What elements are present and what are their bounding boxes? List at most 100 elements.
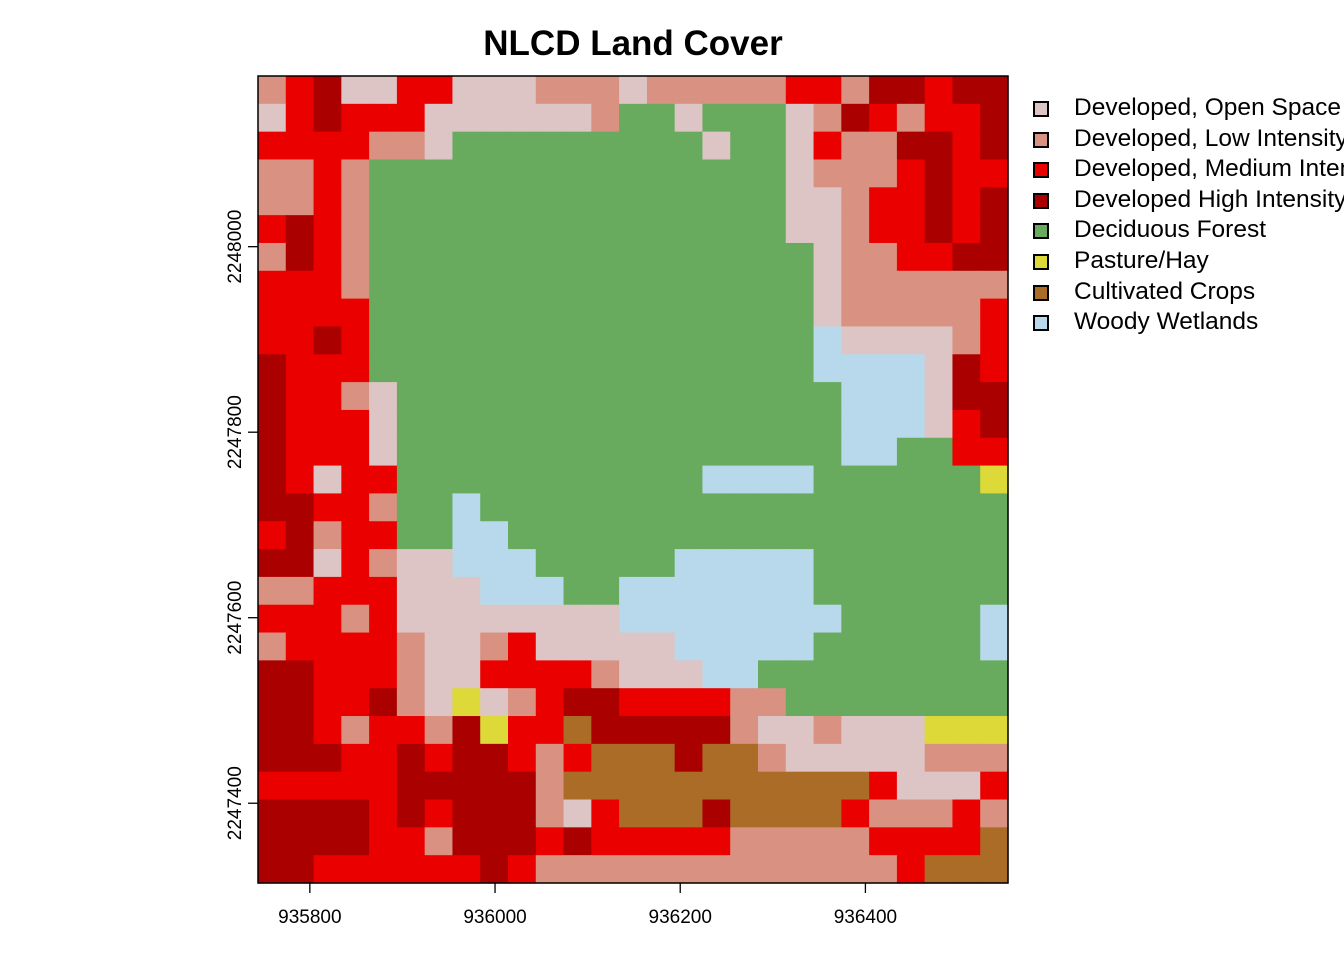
raster-cell [424, 270, 454, 300]
raster-cell [730, 465, 759, 495]
raster-cell [785, 242, 815, 272]
raster-cell [869, 465, 898, 495]
raster-cell [619, 855, 648, 884]
raster-cell [369, 159, 398, 188]
raster-cell [591, 215, 620, 244]
legend-label: Pasture/Hay [1074, 247, 1209, 274]
raster-cell [341, 103, 370, 133]
raster-cell [896, 855, 926, 884]
raster-cell [480, 604, 509, 634]
raster-cell [924, 493, 954, 522]
raster-cell [869, 159, 898, 188]
raster-cell [369, 326, 398, 355]
raster-cell [591, 771, 620, 801]
raster-cell [508, 382, 537, 411]
legend-swatch [1033, 131, 1049, 148]
legend-swatch [1033, 192, 1049, 209]
raster-cell [646, 493, 676, 522]
raster-cell [952, 437, 981, 467]
raster-cell [452, 215, 481, 244]
raster-cell [508, 187, 537, 216]
raster-cell [646, 799, 676, 828]
raster-cell [896, 465, 926, 495]
raster-cell [869, 688, 898, 717]
raster-cell [702, 799, 731, 828]
raster-cell [396, 382, 426, 411]
raster-cell [396, 270, 426, 300]
raster-cell [646, 76, 676, 105]
raster-cell [480, 382, 509, 411]
raster-cell [285, 465, 315, 495]
raster-cell [924, 159, 954, 188]
raster-cell [452, 493, 481, 522]
raster-cell [396, 771, 426, 801]
raster-cell [369, 131, 398, 161]
raster-cell [424, 660, 454, 689]
raster-cell [841, 716, 870, 745]
raster-cell [313, 688, 342, 717]
raster-cell [313, 743, 342, 773]
raster-cell [785, 827, 815, 856]
raster-cell [285, 549, 315, 578]
raster-cell [508, 215, 537, 244]
raster-cell [896, 632, 926, 661]
raster-cell [924, 743, 954, 773]
raster-cell [924, 298, 954, 328]
raster-cell [869, 270, 898, 300]
raster-cell [313, 604, 342, 634]
y-axis: 2247400 2247600 2247800 2248000 [225, 210, 258, 840]
raster-cell [619, 159, 648, 188]
raster-cell [813, 437, 842, 467]
raster-cell [285, 771, 315, 801]
raster-cell [785, 76, 815, 105]
raster-cell [396, 326, 426, 355]
raster-cell [813, 159, 842, 188]
raster-cell [452, 604, 481, 634]
raster-cell [563, 354, 592, 383]
raster-cell [674, 771, 704, 801]
raster-cell [258, 382, 287, 411]
raster-cell [758, 604, 787, 634]
raster-cell [563, 576, 592, 606]
raster-cell [924, 382, 954, 411]
raster-cell [896, 771, 926, 801]
raster-cell [702, 827, 731, 856]
raster-cell [785, 771, 815, 801]
raster-cell [258, 215, 287, 244]
raster-cell [646, 743, 676, 773]
raster-cell [313, 576, 342, 606]
raster-cell [563, 688, 592, 717]
raster-cell [702, 771, 731, 801]
raster-cell [869, 187, 898, 216]
raster-cell [813, 465, 842, 495]
raster-cell [535, 409, 565, 439]
raster-cell [369, 215, 398, 244]
raster-cell [924, 465, 954, 495]
raster-cell [563, 76, 592, 105]
raster-cell [396, 215, 426, 244]
raster-cell [952, 326, 981, 355]
raster-cell [424, 855, 454, 884]
raster-cell [480, 326, 509, 355]
raster-cell [591, 576, 620, 606]
raster-cell [841, 521, 870, 550]
raster-cell [785, 799, 815, 828]
raster-cell [369, 688, 398, 717]
raster-cell [785, 187, 815, 216]
raster-cell [952, 270, 981, 300]
raster-cell [508, 827, 537, 856]
raster-cell [480, 743, 509, 773]
raster-cell [341, 409, 370, 439]
raster-cell [841, 187, 870, 216]
raster-cell [896, 187, 926, 216]
raster-cell [924, 660, 954, 689]
raster-cell [424, 604, 454, 634]
raster-cell [702, 103, 731, 133]
raster-cell [313, 298, 342, 328]
legend-label: Developed, Medium Intensity [1074, 155, 1344, 183]
raster-cell [785, 298, 815, 328]
raster-cell [952, 382, 981, 411]
raster-cell [452, 326, 481, 355]
x-tick-label: 936200 [649, 907, 712, 928]
raster-cell [452, 799, 481, 828]
